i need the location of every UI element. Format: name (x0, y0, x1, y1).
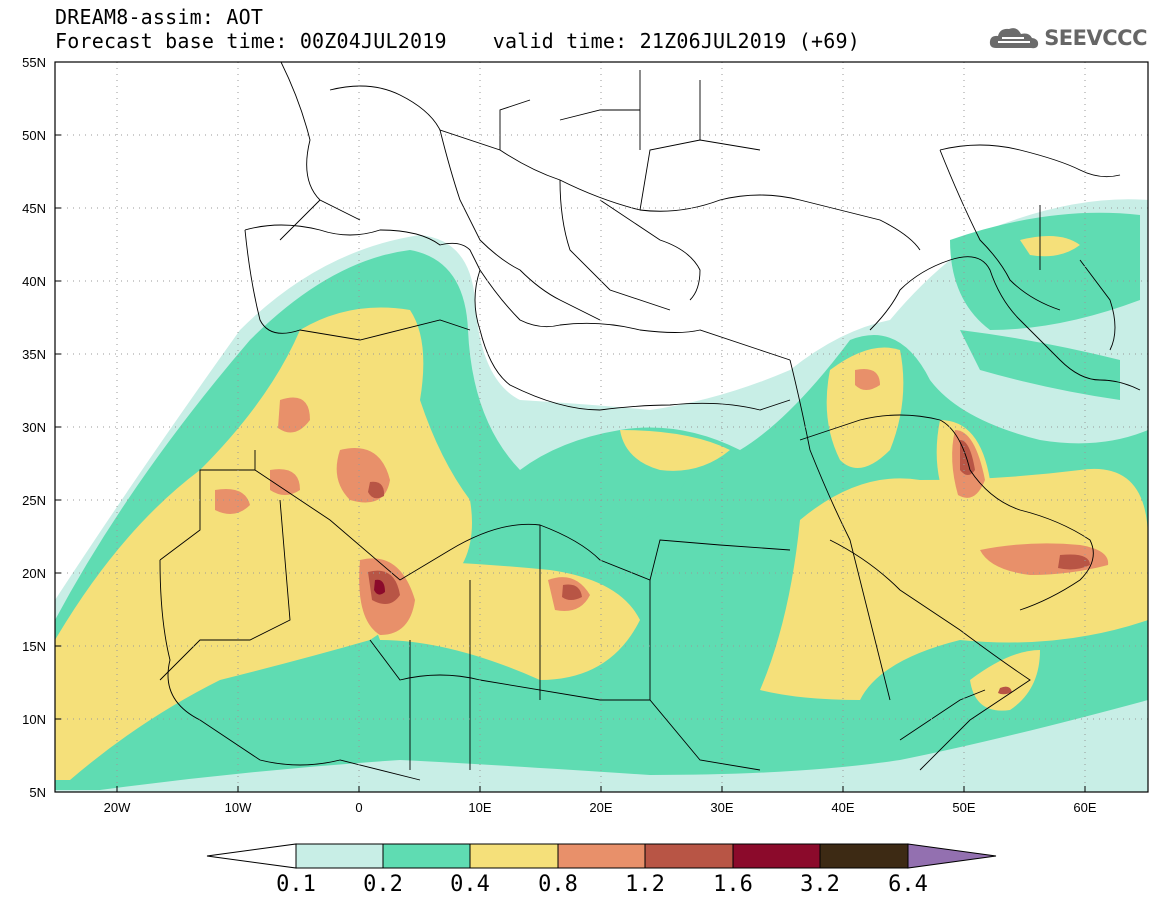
lat-label: 50N (22, 128, 46, 143)
logo-text: SEEVCCC (1044, 26, 1147, 50)
colorbar-label: 0.8 (538, 872, 578, 897)
cloud-icon (990, 28, 1039, 49)
colorbar-segment (644, 843, 734, 869)
lon-label: 0 (355, 800, 362, 815)
lon-label: 30E (710, 800, 733, 815)
lon-label: 20E (589, 800, 612, 815)
lat-labels: 55N 50N 45N 40N 35N 30N 25N 20N 15N 10N … (22, 55, 46, 800)
lat-label: 55N (22, 55, 46, 70)
map-title: DREAM8-assim: AOT (55, 5, 264, 29)
colorbar-segment (382, 843, 471, 869)
colorbar-right-triangle (907, 843, 997, 869)
valid-time: valid time: 21Z06JUL2019 (+69) (492, 29, 860, 53)
lon-label: 40E (831, 800, 854, 815)
lat-label: 5N (29, 785, 46, 800)
seevccc-logo: SEEVCCC (988, 24, 1147, 52)
colorbar-segment (819, 843, 909, 869)
lon-label: 50E (952, 800, 975, 815)
lon-label: 10E (468, 800, 491, 815)
colorbar-segment (469, 843, 559, 869)
axis-ticks (55, 61, 1086, 793)
lon-label: 10W (225, 800, 252, 815)
colorbar-label: 1.2 (625, 872, 665, 897)
lat-label: 40N (22, 274, 46, 289)
country-borders (159, 62, 1141, 781)
lon-labels: 20W 10W 0 10E 20E 30E 40E 50E 60E (104, 800, 1097, 815)
lat-label: 45N (22, 201, 46, 216)
time-info: Forecast base time: 00Z04JUL2019 valid ti… (55, 30, 860, 52)
lat-label: 30N (22, 420, 46, 435)
lat-label: 20N (22, 566, 46, 581)
lat-label: 10N (22, 712, 46, 727)
colorbar (206, 843, 997, 869)
colorbar-label: 0.2 (363, 872, 403, 897)
colorbar-label: 6.4 (888, 872, 928, 897)
colorbar-label: 0.1 (276, 872, 316, 897)
colorbar-left-triangle (206, 843, 297, 869)
colorbar-label: 3.2 (800, 872, 840, 897)
lat-label: 15N (22, 639, 46, 654)
colorbar-segment (732, 843, 821, 869)
lat-label: 35N (22, 347, 46, 362)
lon-label: 60E (1073, 800, 1096, 815)
colorbar-label: 1.6 (713, 872, 753, 897)
colorbar-segment (295, 843, 384, 869)
colorbar-segment (557, 843, 646, 869)
colorbar-label: 0.4 (450, 872, 490, 897)
graticule (55, 62, 1148, 792)
lat-label: 25N (22, 493, 46, 508)
base-time: Forecast base time: 00Z04JUL2019 (55, 29, 447, 53)
lon-label: 20W (104, 800, 131, 815)
